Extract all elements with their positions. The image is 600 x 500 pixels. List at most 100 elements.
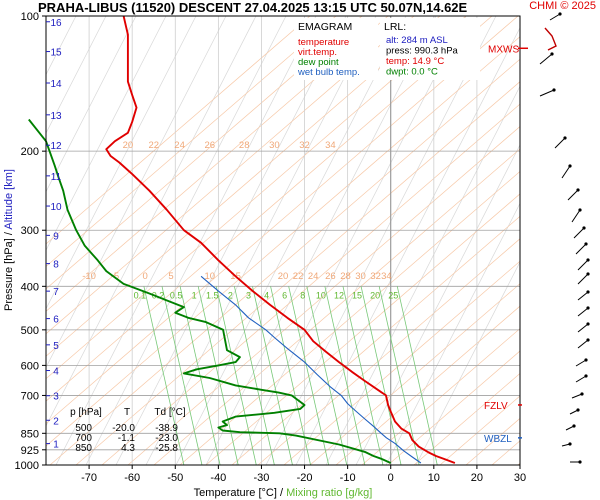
y-axis-label: Pressure [hPa] / Altitude [km] [3,169,15,311]
mixing-ratio-label: 1 [192,290,197,300]
legend-entry: wet bulb temp. [297,67,360,78]
mixing-ratio-line [396,286,438,466]
wind-barb-dot [578,208,582,212]
altitude-tick-label: 7 [53,287,59,298]
dry-adiabat-line [46,16,363,290]
x-axis-label: Temperature [°C] / Mixing ratio [g/kg] [194,487,373,499]
mixing-ratio-label: 8 [300,290,305,300]
altitude-tick-label: 14 [50,79,62,90]
mixing-ratio-label: 10 [316,290,326,300]
dry-adiabat-line [46,16,415,335]
wind-barb [571,209,581,223]
skew-grid-line [385,202,520,465]
ice-ratio-label: 26 [325,271,336,282]
pressure-tick-label: 500 [21,325,39,337]
pressure-tick-label: 925 [21,445,39,457]
mixing-ratio-label: 0.5 [170,290,183,300]
wind-barb-dot [572,424,576,428]
x-axis-label-separator: / [280,487,286,499]
dew-point-line [28,118,392,464]
skew-grid-line [265,16,497,465]
ice-ratio-label: 32 [370,271,381,282]
pressure-tick-label: 600 [21,360,39,372]
wind-barb-dot [550,52,554,56]
mixing-ratio-line [161,286,203,466]
temperature-tick-label: 10 [428,472,440,484]
altitude-tick-label: 8 [53,260,59,271]
dry-adiabat-line [335,305,520,465]
skew-grid-line [46,16,137,193]
ice-ratio-label: 34 [325,140,336,151]
levels-cell: -38.9 [155,423,178,434]
lrl-line: alt: 284 m ASL [386,35,448,46]
wind-barbs [539,12,590,464]
dry-adiabat-line [46,36,520,447]
dry-adiabat-line [46,16,467,380]
lrl-title: LRL: [384,21,406,33]
temperature-tick-label: 20 [471,472,483,484]
altitude-tick-label: 10 [50,202,62,213]
lrl-line: dwpt: 0.0 °C [386,67,438,78]
mixing-ratio-lines: 0.1 0.2 0.5 1 1.5 2 3 4 6 8 10 12 15 20 25 [134,286,438,466]
wind-barb-dot [586,258,590,262]
y-axis-label-altitude: Altitude [km] [3,169,15,230]
dry-adiabat-line [46,16,389,312]
pressure-tick-label: 400 [21,281,39,293]
mixing-ratio-label: 2 [228,290,233,300]
wind-barb-dot [568,164,572,168]
levels-column-header: Td [°C] [154,407,185,418]
temperature-tick-label: -10 [340,472,356,484]
dry-adiabat-line [361,328,520,465]
y-axis-label-pressure: Pressure [hPa] [3,235,15,311]
mixing-ratio-label: 15 [352,290,362,300]
dry-adiabat-line [46,16,337,267]
skew-grid-line [355,144,520,465]
mixing-ratio-line [306,286,348,466]
mixing-ratio-line [197,286,239,466]
wind-barb-dot [563,136,567,140]
wind-barb-dot [576,408,580,412]
dry-adiabat-line [179,170,520,465]
dry-adiabat-line [309,283,520,465]
altitude-tick-label: 9 [53,231,59,242]
dry-adiabat-line [205,193,520,465]
level-marker-label: WBZL [484,434,512,445]
legend-entry: virt.temp. [298,47,337,58]
skew-grid-line [46,16,167,252]
mixing-ratio-line [233,286,275,466]
wind-barb [567,189,579,201]
ice-ratio-label: 34 [381,271,392,282]
wind-barb-dot [586,306,590,310]
levels-column-header: T [124,407,130,418]
dry-adiabat-line [257,238,520,465]
levels-cell: -25.8 [155,443,178,454]
wind-barb [577,291,589,301]
dry-adiabat-line [153,148,520,465]
mixing-ratio-line [215,286,257,466]
mixing-ratio-line [378,286,420,466]
x-axis-label-temperature: Temperature [°C] [194,487,280,499]
dry-adiabat-line [49,58,520,465]
dry-adiabat-line [46,16,311,245]
ice-ratio-label: 26 [204,140,215,151]
dry-adiabat-line [517,462,520,465]
ice-ratio-label: 0 [142,271,147,282]
sounding-title: PRAHA-LIBUS (11520) DESCENT 27.04.2025 1… [38,0,468,15]
levels-column-header: p [hPa] [70,407,102,418]
temperature-tick-label: -20 [297,472,313,484]
wind-barb [577,307,589,317]
mixing-ratio-label: 1.5 [206,290,219,300]
wind-barb [577,273,589,285]
mixing-ratio-line [288,286,330,466]
mixing-ratio-line [342,286,384,466]
skew-grid-line [55,16,287,465]
ice-ratio-label: 30 [355,271,366,282]
lrl-line: press: 990.3 hPa [386,46,459,57]
levels-cell: -20.0 [112,423,135,434]
dry-adiabat-line [46,16,441,357]
mixing-ratio-line [360,286,402,466]
pressure-tick-label: 850 [21,428,39,440]
lrl-box [380,18,480,80]
